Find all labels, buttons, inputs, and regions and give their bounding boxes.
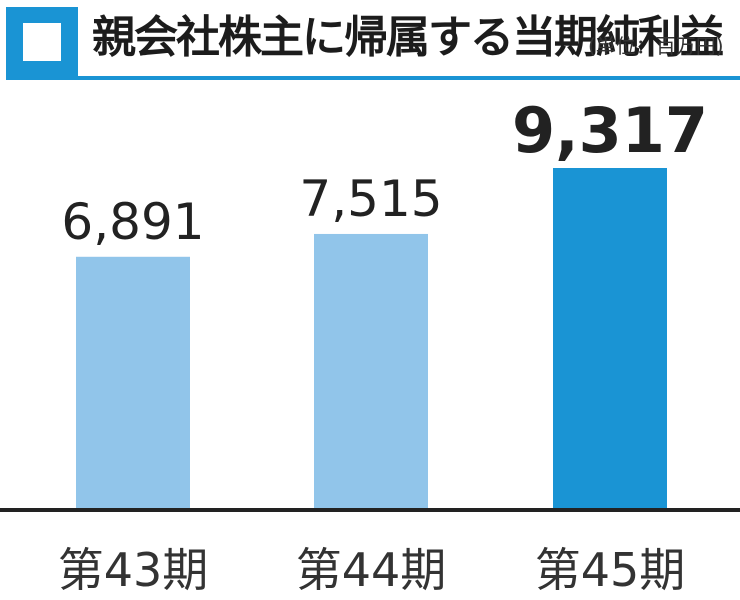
category-label-2: 第44期 — [296, 543, 447, 597]
chart-header: 親会社株主に帰属する当期純利益 (単位：百万円) — [0, 0, 740, 86]
value-label-2: 7,515 — [299, 170, 442, 228]
category-label-1: 第43期 — [58, 543, 209, 597]
unit-label: (単位：百万円) — [588, 34, 724, 58]
category-label-3: 第45期 — [535, 543, 686, 597]
value-label-3: 9,317 — [512, 94, 708, 167]
header-square-marker-icon — [6, 7, 78, 77]
bar-2 — [314, 233, 428, 510]
value-label-1: 6,891 — [61, 193, 204, 251]
bar-3 — [553, 167, 667, 509]
header-rule — [6, 76, 740, 80]
chart-title: 親会社株主に帰属する当期純利益 — [92, 12, 724, 63]
header-square-marker-inner — [23, 23, 61, 61]
bar-1 — [76, 256, 190, 509]
